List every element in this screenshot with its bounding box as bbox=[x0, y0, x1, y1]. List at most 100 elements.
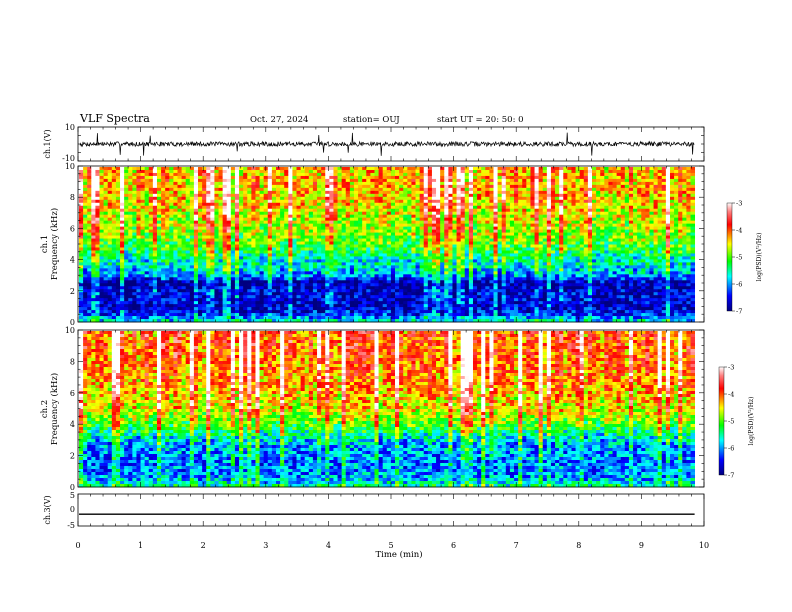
spectrogram-cell bbox=[243, 193, 248, 198]
spectrogram-cell bbox=[440, 271, 445, 275]
spectrogram-cell bbox=[169, 244, 174, 248]
spectrogram-cell bbox=[107, 265, 113, 269]
spectrogram-cell bbox=[185, 169, 191, 174]
spectrogram-cell bbox=[156, 229, 162, 233]
spectrogram-cell bbox=[304, 238, 310, 242]
spectrogram-cell bbox=[189, 175, 195, 180]
spectrogram-cell bbox=[165, 238, 170, 242]
spectrogram-cell bbox=[349, 250, 355, 254]
spectrogram-cell bbox=[403, 193, 408, 198]
spectrogram-cell bbox=[140, 184, 146, 189]
spectrogram-cell bbox=[358, 211, 363, 216]
spectrogram-cell bbox=[370, 262, 375, 266]
spectrogram-cell bbox=[222, 289, 228, 293]
spectrogram-cell bbox=[333, 208, 338, 213]
spectrogram-cell bbox=[304, 178, 310, 183]
spectrogram-cell bbox=[325, 202, 330, 207]
start-time-label: start UT = 20: 50: 0 bbox=[437, 115, 524, 125]
spectrogram-cell bbox=[132, 316, 137, 320]
spectrogram-cell bbox=[132, 223, 137, 228]
spectrogram-cell bbox=[452, 295, 457, 299]
spectrogram-cell bbox=[136, 220, 141, 225]
spectrogram-cell bbox=[370, 167, 375, 171]
spectrogram-cell bbox=[312, 196, 318, 201]
spectrogram-cell bbox=[247, 202, 252, 207]
spectrogram-cell bbox=[280, 274, 285, 278]
spectrogram-cell bbox=[382, 223, 388, 228]
spectrogram-cell bbox=[210, 220, 215, 225]
spectrogram-cell bbox=[300, 265, 306, 269]
spectrogram-cell bbox=[128, 238, 133, 242]
spectrogram-cell bbox=[222, 259, 228, 263]
spectrogram-cell bbox=[206, 298, 211, 302]
spectrogram-cell bbox=[222, 226, 228, 230]
spectrogram-cell bbox=[124, 211, 129, 216]
spectrogram-cell bbox=[374, 286, 379, 290]
spectrogram-cell bbox=[132, 289, 137, 293]
spectrogram-cell bbox=[99, 268, 105, 272]
spectrogram-cell bbox=[317, 181, 322, 186]
spectrogram-cell bbox=[161, 304, 166, 308]
spectrogram-cell bbox=[333, 247, 338, 251]
spectrogram-cell bbox=[353, 205, 359, 210]
spectrogram-cell bbox=[132, 169, 137, 174]
spectrogram-cell bbox=[321, 304, 326, 308]
spectrogram-cell bbox=[263, 277, 269, 281]
spectrogram-cell bbox=[103, 175, 109, 180]
spectrogram-cell bbox=[214, 193, 219, 198]
spectrogram-cell bbox=[358, 214, 363, 219]
spectrogram-cell bbox=[210, 229, 215, 233]
spectrogram-cell bbox=[431, 271, 437, 275]
spectrogram-cell bbox=[337, 253, 343, 257]
spectrogram-cell bbox=[349, 241, 355, 245]
spectrogram-cell bbox=[156, 205, 162, 210]
spectrogram-cell bbox=[362, 289, 367, 293]
spectrogram-cell bbox=[259, 295, 265, 299]
spectrogram-cell bbox=[329, 190, 334, 195]
spectrogram-cell bbox=[386, 235, 392, 239]
spectrogram-cell bbox=[440, 319, 445, 323]
spectrogram-cell bbox=[255, 184, 260, 189]
spectrogram-cell bbox=[111, 259, 117, 263]
spectrogram-cell bbox=[140, 307, 146, 311]
spectrogram-cell bbox=[366, 247, 371, 251]
spectrogram-cell bbox=[386, 172, 392, 177]
spectrogram-cell bbox=[115, 190, 121, 195]
spectrogram-cell bbox=[210, 301, 215, 305]
spectrogram-cell bbox=[292, 280, 297, 284]
spectrogram-cell bbox=[427, 241, 433, 245]
spectrogram-cell bbox=[148, 286, 154, 290]
spectrogram-cell bbox=[337, 250, 343, 254]
spectrogram-cell bbox=[444, 190, 449, 195]
spectrogram-cell bbox=[181, 181, 187, 186]
spectrogram-cell bbox=[103, 184, 109, 189]
spectrogram-cell bbox=[115, 274, 121, 278]
spectrogram-cell bbox=[136, 271, 141, 275]
spectrogram-cell bbox=[390, 223, 396, 228]
spectrogram-cell bbox=[341, 232, 347, 236]
spectrogram-cell bbox=[456, 304, 462, 308]
spectrogram-cell bbox=[181, 274, 187, 278]
spectrogram-cell bbox=[444, 169, 449, 174]
spectrogram-cell bbox=[136, 205, 141, 210]
spectrogram-cell bbox=[136, 178, 141, 183]
spectrogram-cell bbox=[120, 175, 125, 180]
spectrogram-cell bbox=[79, 175, 84, 180]
spectrogram-cell bbox=[431, 232, 437, 236]
spectrogram-cell bbox=[128, 259, 133, 263]
spectrogram-cell bbox=[395, 238, 400, 242]
spectrogram-cell bbox=[247, 211, 252, 216]
spectrogram-cell bbox=[353, 235, 359, 239]
spectrogram-cell bbox=[431, 238, 437, 242]
spectrogram-cell bbox=[206, 199, 211, 204]
spectrogram-cell bbox=[358, 310, 363, 314]
spectrogram-cell bbox=[321, 208, 326, 213]
spectrogram-cell bbox=[198, 199, 203, 204]
spectrogram-cell bbox=[111, 214, 117, 219]
spectrogram-cell bbox=[452, 316, 457, 320]
spectrogram-cell bbox=[395, 220, 400, 225]
spectrogram-cell bbox=[115, 301, 121, 305]
spectrogram-cell bbox=[124, 190, 129, 195]
spectrogram-cell bbox=[304, 172, 310, 177]
spectrogram-cell bbox=[440, 169, 445, 174]
